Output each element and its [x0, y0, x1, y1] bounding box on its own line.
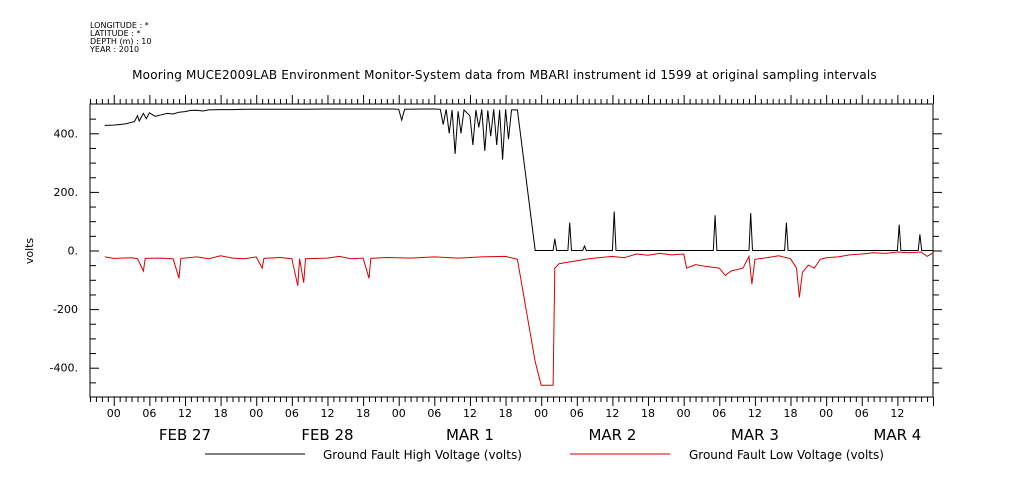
x-tick-label: 12 [463, 407, 477, 420]
day-label: MAR 1 [446, 426, 494, 444]
x-tick-label: 18 [641, 407, 655, 420]
x-tick-label: 06 [142, 407, 156, 420]
legend: Ground Fault High Voltage (volts) Ground… [205, 448, 884, 462]
metadata-block: LONGITUDE : * LATITUDE : * DEPTH (m) : 1… [90, 22, 151, 54]
y-axis-label: volts [23, 238, 36, 265]
x-tick-label: 18 [214, 407, 228, 420]
day-label: FEB 27 [159, 426, 211, 444]
x-tick-label: 12 [178, 407, 192, 420]
x-tick-label: 12 [890, 407, 904, 420]
x-tick-label: 06 [712, 407, 726, 420]
x-tick-label: 12 [748, 407, 762, 420]
longitude-label: LONGITUDE : * [90, 21, 149, 30]
latitude-label: LATITUDE : * [90, 29, 141, 38]
chart-title: Mooring MUCE2009LAB Environment Monitor-… [132, 68, 877, 82]
x-tick-label: 06 [427, 407, 441, 420]
legend-label-high: Ground Fault High Voltage (volts) [323, 448, 522, 462]
label-layer: 00 06 12 18 00 06 12 18 00 06 12 18 00 06 12 18 00 06 12 18… [50, 127, 922, 444]
x-tick-label: 12 [605, 407, 619, 420]
x-tick-label: 00 [534, 407, 548, 420]
y-tick-label: -400. [50, 362, 78, 375]
series-line-high-voltage [104, 108, 933, 251]
x-tick-label: 00 [392, 407, 406, 420]
y-tick-label: 0. [68, 245, 79, 258]
series-layer [104, 108, 934, 386]
y-tick-label: 200. [54, 186, 79, 199]
y-tick-label: 400. [54, 127, 79, 140]
legend-label-low: Ground Fault Low Voltage (volts) [689, 448, 884, 462]
tick-layer [90, 95, 942, 406]
x-tick-label: 00 [819, 407, 833, 420]
x-tick-label: 18 [499, 407, 513, 420]
depth-label: DEPTH (m) : 10 [90, 37, 152, 46]
series-line-low-voltage [104, 251, 934, 386]
x-tick-label: 18 [356, 407, 370, 420]
x-tick-label: 06 [570, 407, 584, 420]
year-label: YEAR : 2010 [90, 45, 140, 54]
x-tick-label: 00 [249, 407, 263, 420]
day-label: FEB 28 [301, 426, 353, 444]
y-tick-label: -200 [53, 303, 78, 316]
day-label: MAR 3 [731, 426, 779, 444]
day-label: MAR 4 [873, 426, 921, 444]
x-tick-label: 06 [855, 407, 869, 420]
x-tick-label: 00 [677, 407, 691, 420]
x-tick-label: 12 [320, 407, 334, 420]
x-tick-label: 00 [107, 407, 121, 420]
day-label: MAR 2 [588, 426, 636, 444]
x-tick-label: 06 [285, 407, 299, 420]
x-tick-label: 18 [784, 407, 798, 420]
